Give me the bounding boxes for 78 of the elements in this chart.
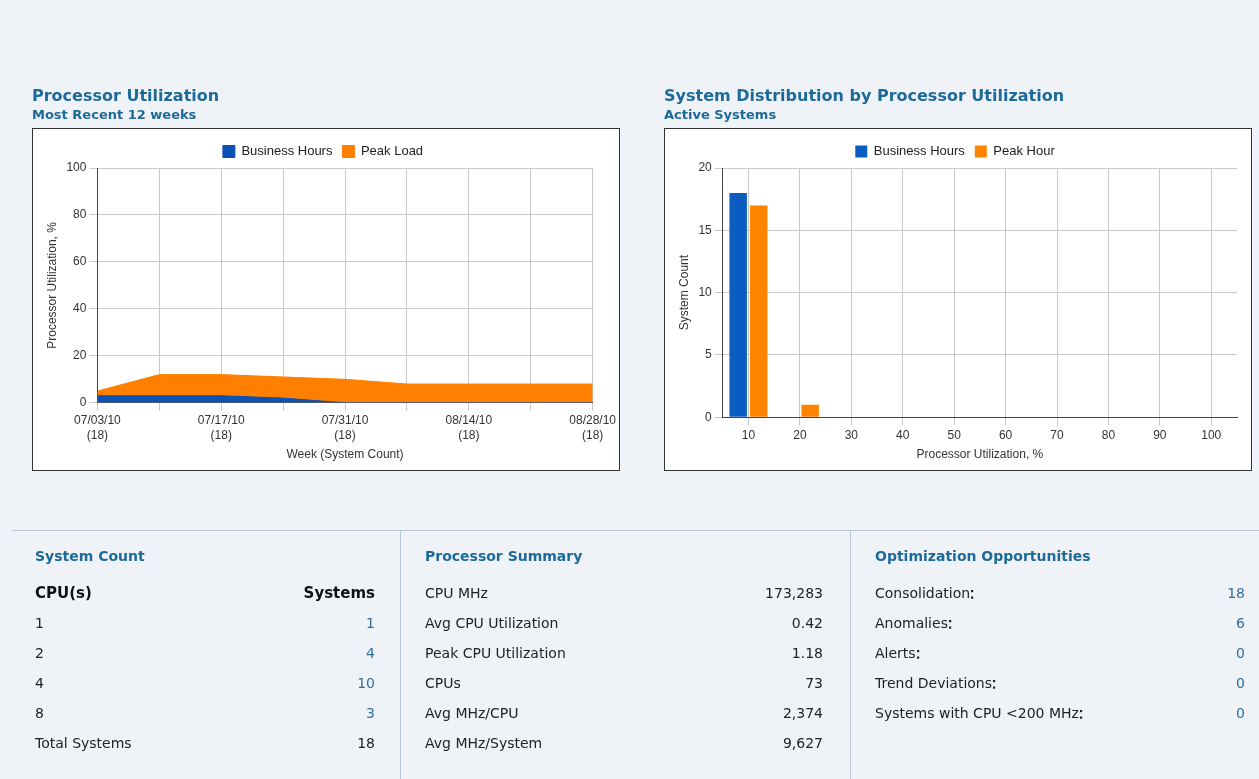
category-label: Trend Deviations <box>875 675 993 691</box>
x-tick-label: 100 <box>1201 427 1222 442</box>
category-label: Avg CPU Utilization <box>425 615 559 631</box>
y-axis-title: System Count <box>676 254 691 331</box>
x-tick-label: 30 <box>844 427 859 442</box>
category-label: Avg MHz/System <box>425 735 543 751</box>
legend-label: Business Hours <box>241 143 333 159</box>
y-tick-label: 20 <box>698 160 713 175</box>
y-tick-label: 60 <box>73 254 87 269</box>
category-label: 8 <box>35 705 44 721</box>
category-label: CPUs <box>425 675 461 691</box>
legend-label: Business Hours <box>873 143 966 159</box>
category-label: Consolidation <box>875 585 971 601</box>
legend-label: Peak Load <box>360 143 424 159</box>
y-tick-label: 0 <box>79 395 87 410</box>
text: 2,374 <box>782 705 823 721</box>
x-tick-label: 90 <box>1153 427 1167 442</box>
category-label: Total Systems <box>35 735 132 751</box>
legend-label: Peak Hour <box>993 143 1056 159</box>
text: 3 <box>366 705 375 721</box>
x-tick-label: 08/28/10 (18) <box>569 413 617 442</box>
text: 0 <box>1236 705 1245 721</box>
y-tick-label: 0 <box>705 409 713 424</box>
category-label: Anomalies <box>875 615 948 631</box>
y-tick-label: 10 <box>698 284 713 299</box>
text: 0 <box>1236 645 1245 661</box>
x-tick-label: 60 <box>998 427 1013 442</box>
chart-subtitle: Most Recent 12 weeks <box>32 107 198 122</box>
text: Processor Summary <box>425 548 584 566</box>
category-label: CPU MHz <box>425 585 488 601</box>
text: 1 <box>366 615 375 631</box>
category-label: 4 <box>35 675 44 691</box>
x-tick-label: 20 <box>793 427 807 442</box>
text: 0 <box>1236 675 1245 691</box>
text: 73 <box>805 675 823 691</box>
category-label: 4 <box>366 645 375 661</box>
x-tick-label: 07/17/10 (18) <box>197 413 245 442</box>
x-tick-label: 70 <box>1050 427 1065 442</box>
x-axis-title: Week (System Count) <box>286 447 404 462</box>
text: 1.18 <box>791 645 823 661</box>
x-tick-label: 40 <box>896 427 910 442</box>
category-label: Peak CPU Utilization <box>425 645 566 661</box>
category-label: Avg MHz/CPU <box>425 705 519 721</box>
text: CPU(s) <box>35 584 92 602</box>
x-tick-label: 08/14/10 (18) <box>445 413 493 442</box>
chart-title: Processor Utilization <box>32 86 221 105</box>
text: System Count <box>35 548 146 566</box>
x-tick-label: 10 <box>741 427 756 442</box>
bar <box>729 192 747 417</box>
x-tick-label: 80 <box>1101 427 1116 442</box>
x-tick-label: 07/03/10 (18) <box>74 413 122 442</box>
bar <box>750 205 768 417</box>
category-label: Alerts <box>875 645 916 661</box>
x-tick-label: 07/31/10 (18) <box>321 413 369 442</box>
chart-subtitle: Active Systems <box>664 107 778 122</box>
category-label: 1 <box>35 615 44 631</box>
x-tick-label: 50 <box>947 427 962 442</box>
y-tick-label: 5 <box>705 347 713 362</box>
y-tick-label: 100 <box>66 160 87 175</box>
y-tick-label: 15 <box>698 222 713 237</box>
category-label: Systems with CPU <200 MHz <box>875 705 1079 721</box>
text: Optimization Opportunities <box>875 548 1092 566</box>
y-tick-label: 40 <box>73 301 87 316</box>
y-axis-title: Processor Utilization, % <box>44 221 59 349</box>
category-label: 2 <box>35 645 44 661</box>
text: 0.42 <box>791 615 823 631</box>
text: 173,283 <box>765 585 823 601</box>
text: 9,627 <box>782 735 823 751</box>
text: 18 <box>357 735 375 751</box>
text: 18 <box>1227 585 1245 601</box>
y-tick-label: 80 <box>73 207 87 222</box>
text: 10 <box>357 675 375 691</box>
x-axis-title: Processor Utilization, % <box>916 447 1044 462</box>
text: Systems <box>303 584 375 602</box>
bar <box>801 404 819 417</box>
y-tick-label: 20 <box>73 348 87 363</box>
chart-title: System Distribution by Processor Utilization <box>664 86 1066 105</box>
text: 6 <box>1236 615 1245 631</box>
